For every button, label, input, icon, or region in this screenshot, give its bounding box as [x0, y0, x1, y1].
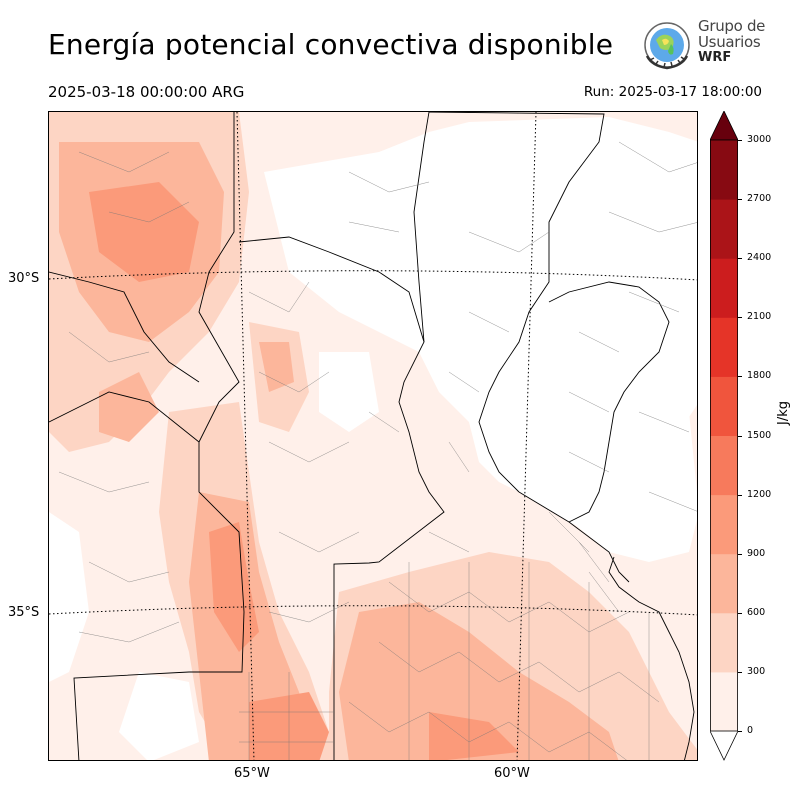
colorbar-unit-label: J/kg	[776, 401, 791, 425]
lat-label-35s: 35°S	[8, 605, 40, 620]
colorbar-tick-label: 3000	[747, 134, 772, 145]
colorbar-tick-mark	[738, 140, 742, 141]
colorbar-tick-label: 0	[747, 725, 754, 736]
cape-shading	[49, 112, 697, 760]
colorbar-bin	[710, 435, 738, 496]
colorbar-bin	[710, 317, 738, 377]
colorbar	[709, 110, 739, 761]
globe-logo-icon	[644, 22, 690, 70]
colorbar-bin	[710, 199, 738, 259]
colorbar-tick-mark	[738, 199, 742, 201]
colorbar-bin	[710, 553, 738, 614]
chart-title: Energía potencial convectiva disponible	[48, 28, 614, 61]
logo-line-2: Usuarios	[698, 33, 761, 51]
colorbar-bin	[710, 376, 738, 436]
province-boundaries	[49, 112, 670, 760]
colorbar-tick-label: 1200	[747, 488, 772, 500]
colorbar-graphic	[709, 110, 739, 761]
colorbar-bin	[710, 140, 738, 200]
colorbar-tick-label: 300	[747, 665, 766, 677]
department-boundaries	[58, 141, 697, 760]
valid-time: 2025-03-18 00:00:00 ARG	[48, 83, 245, 101]
colorbar-over-extension	[709, 110, 739, 141]
colorbar-tick-label: 2700	[747, 193, 772, 205]
colorbar-tick-label: 900	[747, 547, 766, 559]
graticule	[49, 112, 697, 760]
colorbar-tick-label: 1500	[747, 429, 772, 441]
colorbar-bin	[710, 612, 738, 673]
colorbar-tick-label: 600	[747, 606, 766, 618]
colorbar-tick-label: 1800	[747, 370, 772, 382]
colorbar-tick-mark	[738, 553, 742, 555]
lon-label-65w: 65°W	[234, 766, 270, 781]
colorbar-tick-mark	[738, 731, 742, 732]
coastline	[608, 556, 695, 760]
colorbar-tick-mark	[738, 258, 742, 260]
run-time: Run: 2025-03-17 18:00:00	[583, 84, 762, 100]
logo-line-3: WRF	[698, 50, 732, 65]
colorbar-tick-mark	[738, 671, 742, 673]
colorbar-bin	[710, 494, 738, 555]
colorbar-tick-mark	[738, 494, 742, 496]
lat-label-30s: 30°S	[8, 271, 40, 286]
wrf-logo: Grupo de Usuarios WRF	[638, 18, 768, 74]
map-canvas	[49, 112, 697, 760]
colorbar-bin	[710, 258, 738, 318]
colorbar-bin	[710, 671, 738, 732]
colorbar-tick-mark	[738, 317, 742, 319]
logo-line-1: Grupo de	[698, 17, 766, 35]
colorbar-tick-mark	[738, 612, 742, 614]
colorbar-tick-label: 2400	[747, 252, 772, 264]
lon-label-60w: 60°W	[494, 766, 530, 781]
colorbar-tick-mark	[738, 435, 742, 437]
colorbar-frame	[710, 139, 738, 732]
cape-map	[48, 111, 698, 761]
colorbar-tick-label: 2100	[747, 311, 772, 323]
colorbar-under-extension	[709, 730, 739, 761]
colorbar-tick-mark	[738, 376, 742, 378]
